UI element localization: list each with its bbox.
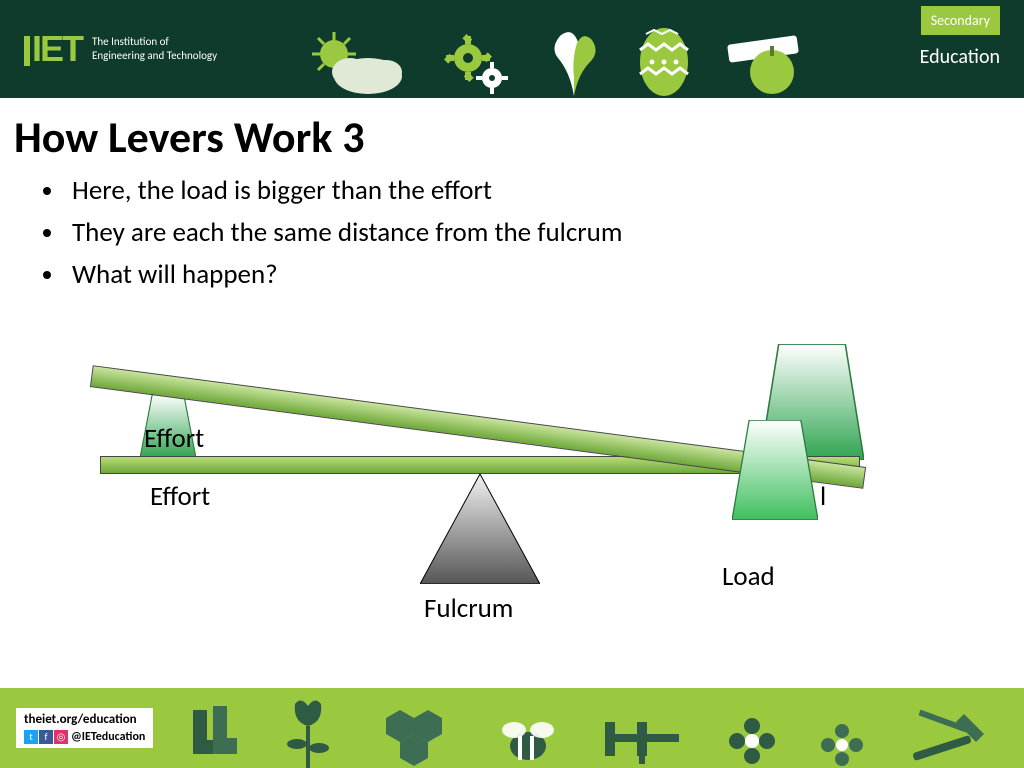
iet-logo-letters: IET bbox=[32, 28, 82, 69]
twitter-icon: t bbox=[24, 730, 38, 744]
footer-icon-row bbox=[153, 688, 1024, 768]
label-mark: l bbox=[820, 480, 826, 513]
footer-url: theiet.org/education bbox=[24, 712, 145, 727]
iet-logo-block: IET The Institution of Engineering and T… bbox=[24, 28, 217, 70]
boots-icon bbox=[183, 700, 243, 768]
bullet-list: Here, the load is bigger than the effort… bbox=[66, 170, 1010, 296]
load-block-front bbox=[732, 420, 818, 520]
iet-logo-text: The Institution of Engineering and Techn… bbox=[92, 35, 217, 63]
slide-title: How Levers Work 3 bbox=[14, 110, 1010, 164]
header-bar: IET The Institution of Engineering and T… bbox=[0, 0, 1024, 98]
label-load: Load bbox=[722, 560, 775, 593]
egg-icon bbox=[636, 18, 692, 98]
secondary-education-block: Secondary Education bbox=[920, 6, 1000, 69]
sun-cloud-icon bbox=[300, 28, 410, 98]
leaf-icon bbox=[544, 22, 604, 98]
logo-sub-line2: Engineering and Technology bbox=[92, 49, 217, 63]
tulip-icon bbox=[283, 696, 333, 768]
footer-handle: @IETeducation bbox=[71, 730, 145, 744]
fulcrum-triangle bbox=[420, 474, 540, 584]
honeycomb-icon bbox=[372, 698, 456, 768]
header-icon-row bbox=[300, 0, 808, 98]
tools-icon bbox=[904, 704, 994, 768]
flower-icon bbox=[725, 714, 779, 768]
label-fulcrum: Fulcrum bbox=[424, 592, 513, 625]
label-effort-lower: Effort bbox=[150, 480, 210, 513]
instagram-icon: ◎ bbox=[54, 730, 68, 744]
lever-diagram: Effort Effort l Load Fulcrum bbox=[40, 288, 900, 688]
caliper-icon bbox=[599, 708, 685, 768]
footer-social: tf◎@IETeducation bbox=[24, 729, 145, 744]
education-label: Education bbox=[920, 45, 1000, 69]
facebook-icon: f bbox=[39, 730, 53, 744]
gears-icon bbox=[442, 28, 512, 98]
slide-content: How Levers Work 3 Here, the load is bigg… bbox=[0, 98, 1024, 296]
secondary-tag: Secondary bbox=[921, 6, 1000, 35]
footer-info-box: theiet.org/education tf◎@IETeducation bbox=[16, 708, 153, 748]
logo-sub-line1: The Institution of bbox=[92, 35, 217, 49]
apple-ruler-icon bbox=[724, 22, 808, 98]
bullet-item: Here, the load is bigger than the effort bbox=[66, 170, 1010, 212]
bee-icon bbox=[496, 708, 560, 768]
label-effort-upper: Effort bbox=[144, 422, 204, 455]
bullet-item: They are each the same distance from the… bbox=[66, 212, 1010, 254]
flower-small-icon bbox=[819, 722, 865, 768]
iet-logo-mark: IET bbox=[24, 28, 82, 70]
footer-bar: theiet.org/education tf◎@IETeducation bbox=[0, 688, 1024, 768]
